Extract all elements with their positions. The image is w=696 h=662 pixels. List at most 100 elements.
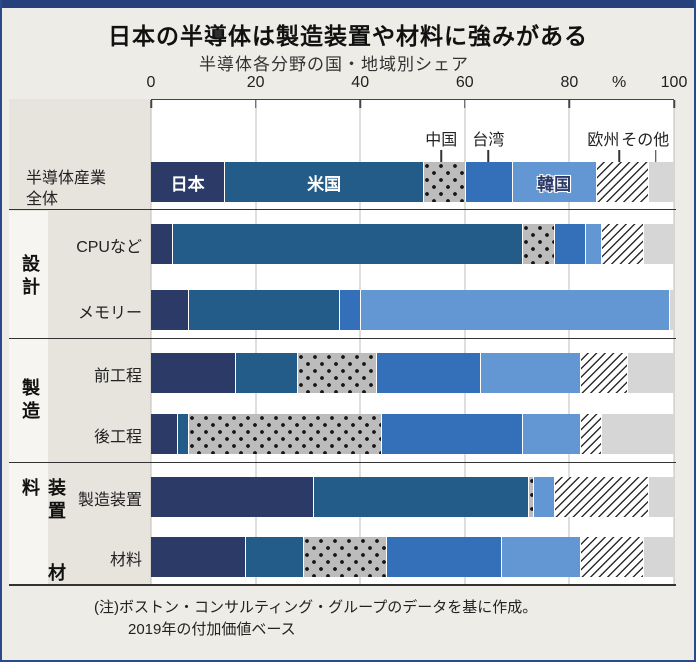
bar-materials bbox=[151, 537, 674, 577]
segment-japan bbox=[151, 290, 188, 330]
axis-bottom-line bbox=[9, 584, 676, 586]
chart-title: 日本の半導体は製造装置や材料に強みがある bbox=[108, 23, 588, 49]
segment-others bbox=[600, 414, 674, 454]
gridline bbox=[150, 100, 152, 585]
segment-china bbox=[422, 162, 465, 202]
segment-taiwan bbox=[375, 353, 481, 393]
segment-usa bbox=[313, 477, 528, 517]
segment-others bbox=[642, 224, 674, 264]
x-tick-label: 80 bbox=[560, 74, 579, 91]
segment-others bbox=[647, 477, 674, 517]
bar-front-end bbox=[151, 353, 674, 393]
segment-japan bbox=[151, 224, 172, 264]
segment-china bbox=[522, 224, 554, 264]
row-label-memory: メモリー bbox=[77, 305, 142, 322]
chart-area: 0 20 40 60 80 100% 中国 台湾 欧州 その他 日本 米国 韓国 半導体産業 全体 … bbox=[2, 74, 694, 590]
callout-tick-others bbox=[654, 150, 657, 162]
segment-europe bbox=[579, 414, 601, 454]
group-separator bbox=[9, 338, 676, 339]
segment-taiwan bbox=[464, 162, 512, 202]
segment-usa: 米国 bbox=[224, 162, 423, 202]
group-label-equipment-materials: 装置 材料 bbox=[20, 478, 66, 586]
x-axis-unit-label: % bbox=[611, 74, 627, 91]
row-label-front-end: 前工程 bbox=[93, 368, 142, 385]
segment-europe bbox=[595, 162, 648, 202]
segment-others bbox=[668, 290, 674, 330]
row-label-cpu: CPUなど bbox=[76, 239, 142, 256]
callout-tick-china bbox=[440, 150, 442, 162]
row-label-back-end: 後工程 bbox=[93, 429, 142, 446]
callout-label-europe: 欧州 bbox=[587, 132, 620, 149]
callout-label-taiwan: 台湾 bbox=[472, 132, 505, 149]
callout-zone: 中国 台湾 欧州 その他 bbox=[151, 100, 674, 162]
gridline bbox=[673, 100, 675, 585]
axis-tick bbox=[150, 100, 152, 108]
gridline bbox=[464, 100, 466, 585]
group-label-column bbox=[9, 211, 48, 584]
segment-taiwan bbox=[386, 537, 502, 577]
callout-tick-europe bbox=[618, 150, 620, 162]
segment-europe bbox=[579, 537, 643, 577]
gridline bbox=[568, 100, 570, 585]
segment-korea bbox=[501, 537, 580, 577]
segment-usa bbox=[187, 290, 340, 330]
group-label-manufacturing: 製造 bbox=[20, 378, 40, 424]
x-tick-label: 100 bbox=[660, 74, 688, 91]
segment-europe bbox=[579, 353, 627, 393]
segment-korea bbox=[360, 290, 669, 330]
segment-usa bbox=[171, 224, 523, 264]
x-axis-labels: 0 20 40 60 80 100% bbox=[147, 74, 688, 98]
axis-tick bbox=[568, 100, 571, 108]
axis-tick bbox=[464, 100, 466, 108]
segment-japan bbox=[151, 537, 246, 577]
callout-tick-taiwan bbox=[487, 150, 490, 162]
axis-tick bbox=[254, 100, 257, 108]
x-tick-label: 40 bbox=[351, 74, 370, 91]
segment-label-japan: 日本 bbox=[170, 174, 205, 194]
row-label-equipment: 製造装置 bbox=[77, 492, 142, 509]
segment-others bbox=[626, 353, 674, 393]
group-label-design: 設計 bbox=[20, 254, 40, 300]
callout-label-others: その他 bbox=[621, 132, 670, 149]
group-separator bbox=[9, 209, 676, 210]
segment-japan: 日本 bbox=[151, 162, 225, 202]
segment-taiwan bbox=[339, 290, 361, 330]
segment-taiwan bbox=[553, 224, 586, 264]
segment-china bbox=[297, 353, 376, 393]
axis-tick bbox=[359, 100, 361, 108]
segment-japan bbox=[151, 414, 178, 454]
segment-taiwan bbox=[381, 414, 523, 454]
segment-europe bbox=[553, 477, 648, 517]
segment-china bbox=[527, 477, 533, 517]
bar-overall: 日本 米国 韓国 bbox=[151, 162, 674, 202]
segment-china bbox=[187, 414, 382, 454]
segment-usa bbox=[234, 353, 298, 393]
segment-korea bbox=[522, 414, 580, 454]
callout-label-china: 中国 bbox=[425, 132, 458, 149]
segment-label-usa: 米国 bbox=[307, 174, 342, 194]
bar-back-end bbox=[151, 414, 674, 454]
plot-area: 中国 台湾 欧州 その他 日本 米国 韓国 bbox=[150, 99, 675, 585]
segment-usa bbox=[245, 537, 303, 577]
bar-cpu bbox=[151, 224, 674, 264]
segment-others bbox=[642, 537, 674, 577]
segment-japan bbox=[151, 353, 235, 393]
row-label-materials: 材料 bbox=[109, 552, 142, 569]
bar-equipment bbox=[151, 477, 674, 517]
segment-korea bbox=[585, 224, 601, 264]
segment-korea bbox=[480, 353, 580, 393]
segment-china bbox=[302, 537, 387, 577]
top-accent-bar bbox=[2, 0, 694, 8]
segment-usa bbox=[177, 414, 188, 454]
source-note: (注)ボストン・コンサルティング・グループのデータを基に作成。 2019年の付加… bbox=[94, 599, 538, 638]
axis-tick bbox=[673, 100, 675, 108]
row-label-overall: 半導体産業 全体 bbox=[26, 170, 107, 208]
bar-memory bbox=[151, 290, 674, 330]
segment-europe bbox=[600, 224, 643, 264]
segment-korea bbox=[532, 477, 554, 517]
x-tick-label: 0 bbox=[146, 74, 156, 91]
group-separator bbox=[9, 462, 676, 463]
gridline bbox=[255, 100, 257, 585]
segment-others bbox=[647, 162, 674, 202]
